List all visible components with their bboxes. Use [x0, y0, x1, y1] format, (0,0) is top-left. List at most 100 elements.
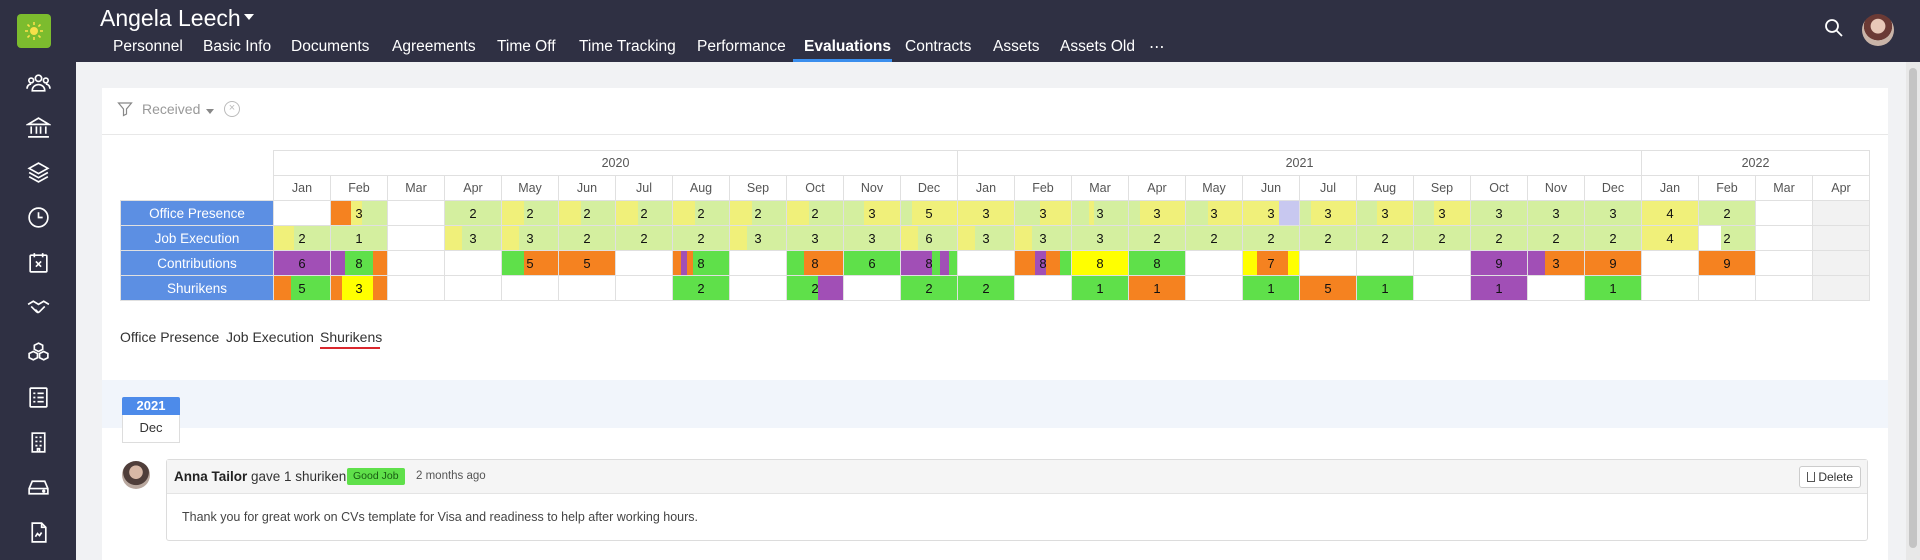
grid-cell[interactable]: 2: [501, 200, 559, 226]
grid-cell[interactable]: 3: [330, 275, 388, 301]
subtab-job-execution[interactable]: Job Execution: [226, 329, 314, 345]
grid-cell[interactable]: 3: [843, 225, 901, 251]
grid-cell[interactable]: [444, 250, 502, 276]
grid-cell[interactable]: 5: [273, 275, 331, 301]
grid-cell[interactable]: [1812, 200, 1870, 226]
document-icon[interactable]: [22, 516, 54, 548]
grid-cell[interactable]: [1413, 275, 1471, 301]
grid-cell[interactable]: 2: [672, 275, 730, 301]
grid-cell[interactable]: 3: [1014, 200, 1072, 226]
grid-cell[interactable]: [1698, 275, 1756, 301]
grid-cell[interactable]: 2: [1698, 225, 1756, 251]
grid-cell[interactable]: 2: [900, 275, 958, 301]
grid-cell[interactable]: 8: [900, 250, 958, 276]
grid-cell[interactable]: 5: [501, 250, 559, 276]
grid-cell[interactable]: 6: [843, 250, 901, 276]
grid-cell[interactable]: 3: [1128, 200, 1186, 226]
grid-cell[interactable]: [1812, 225, 1870, 251]
grid-cell[interactable]: 2: [1413, 225, 1471, 251]
grid-cell[interactable]: [1812, 275, 1870, 301]
grid-cell[interactable]: [1014, 275, 1072, 301]
grid-cell[interactable]: 3: [1413, 200, 1471, 226]
grid-cell[interactable]: 1: [1584, 275, 1642, 301]
clear-filter-icon[interactable]: ×: [224, 101, 240, 117]
grid-cell[interactable]: 4: [1641, 225, 1699, 251]
grid-cell[interactable]: 1: [330, 225, 388, 251]
grid-cell[interactable]: 3: [1014, 225, 1072, 251]
grid-cell[interactable]: 3: [1584, 200, 1642, 226]
grid-cell[interactable]: 3: [1527, 200, 1585, 226]
search-icon[interactable]: [1824, 18, 1846, 40]
grid-cell[interactable]: [1755, 225, 1813, 251]
vertical-scrollbar[interactable]: [1906, 62, 1920, 560]
grid-cell[interactable]: [387, 275, 445, 301]
grid-cell[interactable]: [387, 200, 445, 226]
grid-cell[interactable]: 3: [1071, 200, 1129, 226]
grid-cell[interactable]: 2: [444, 200, 502, 226]
grid-cell[interactable]: 8: [1128, 250, 1186, 276]
grid-cell[interactable]: [1755, 250, 1813, 276]
grid-cell[interactable]: 3: [1356, 200, 1414, 226]
building-icon[interactable]: [22, 426, 54, 458]
grid-cell[interactable]: [615, 250, 673, 276]
calendar-x-icon[interactable]: [22, 246, 54, 278]
grid-cell[interactable]: [501, 275, 559, 301]
tab-basic-info[interactable]: Basic Info: [203, 38, 272, 55]
grid-cell[interactable]: [843, 275, 901, 301]
grid-cell[interactable]: [444, 275, 502, 301]
filter-icon[interactable]: [117, 101, 133, 117]
handshake-icon[interactable]: [22, 291, 54, 323]
grid-cell[interactable]: [1641, 275, 1699, 301]
grid-cell[interactable]: 6: [900, 225, 958, 251]
comment-author[interactable]: Anna Tailor: [174, 469, 248, 484]
grid-cell[interactable]: 2: [1584, 225, 1642, 251]
tab-contracts[interactable]: Contracts: [905, 38, 972, 55]
tab-performance[interactable]: Performance: [697, 38, 786, 55]
grid-cell[interactable]: 3: [957, 200, 1015, 226]
drive-icon[interactable]: [22, 471, 54, 503]
caret-down-icon[interactable]: [206, 109, 214, 114]
grid-cell[interactable]: 2: [672, 200, 730, 226]
grid-cell[interactable]: [1812, 250, 1870, 276]
grid-cell[interactable]: 2: [729, 200, 787, 226]
grid-cell[interactable]: [387, 250, 445, 276]
grid-cell[interactable]: 3: [444, 225, 502, 251]
tab-time-tracking[interactable]: Time Tracking: [579, 38, 676, 55]
grid-cell[interactable]: 3: [786, 225, 844, 251]
grid-cell[interactable]: [1413, 250, 1471, 276]
grid-cell[interactable]: 8: [1071, 250, 1129, 276]
grid-cell[interactable]: [1755, 275, 1813, 301]
grid-cell[interactable]: 9: [1470, 250, 1528, 276]
bank-icon[interactable]: [22, 111, 54, 143]
grid-cell[interactable]: 3: [1071, 225, 1129, 251]
layers-icon[interactable]: [22, 156, 54, 188]
grid-cell[interactable]: 1: [1242, 275, 1300, 301]
grid-cell[interactable]: [957, 250, 1015, 276]
grid-cell[interactable]: 2: [615, 200, 673, 226]
cubes-icon[interactable]: [22, 336, 54, 368]
grid-cell[interactable]: 2: [1242, 225, 1300, 251]
grid-cell[interactable]: 6: [273, 250, 331, 276]
grid-cell[interactable]: 2: [786, 275, 844, 301]
grid-cell[interactable]: 2: [1527, 225, 1585, 251]
grid-cell[interactable]: [615, 275, 673, 301]
grid-cell[interactable]: [1527, 275, 1585, 301]
grid-cell[interactable]: [1755, 200, 1813, 226]
grid-cell[interactable]: 2: [1356, 225, 1414, 251]
grid-cell[interactable]: 2: [957, 275, 1015, 301]
checklist-icon[interactable]: [22, 381, 54, 413]
clock-icon[interactable]: [22, 201, 54, 233]
tab-documents[interactable]: Documents: [291, 38, 370, 55]
people-icon[interactable]: [22, 66, 54, 98]
grid-cell[interactable]: 4: [1641, 200, 1699, 226]
grid-cell[interactable]: 1: [1071, 275, 1129, 301]
grid-cell[interactable]: [1185, 275, 1243, 301]
grid-cell[interactable]: 8: [786, 250, 844, 276]
tab-personnel[interactable]: Personnel: [113, 38, 183, 55]
grid-cell[interactable]: 3: [957, 225, 1015, 251]
grid-cell[interactable]: [1185, 250, 1243, 276]
grid-cell[interactable]: 3: [1242, 200, 1300, 226]
grid-cell[interactable]: 2: [615, 225, 673, 251]
grid-cell[interactable]: 1: [1470, 275, 1528, 301]
grid-cell[interactable]: 2: [1128, 225, 1186, 251]
